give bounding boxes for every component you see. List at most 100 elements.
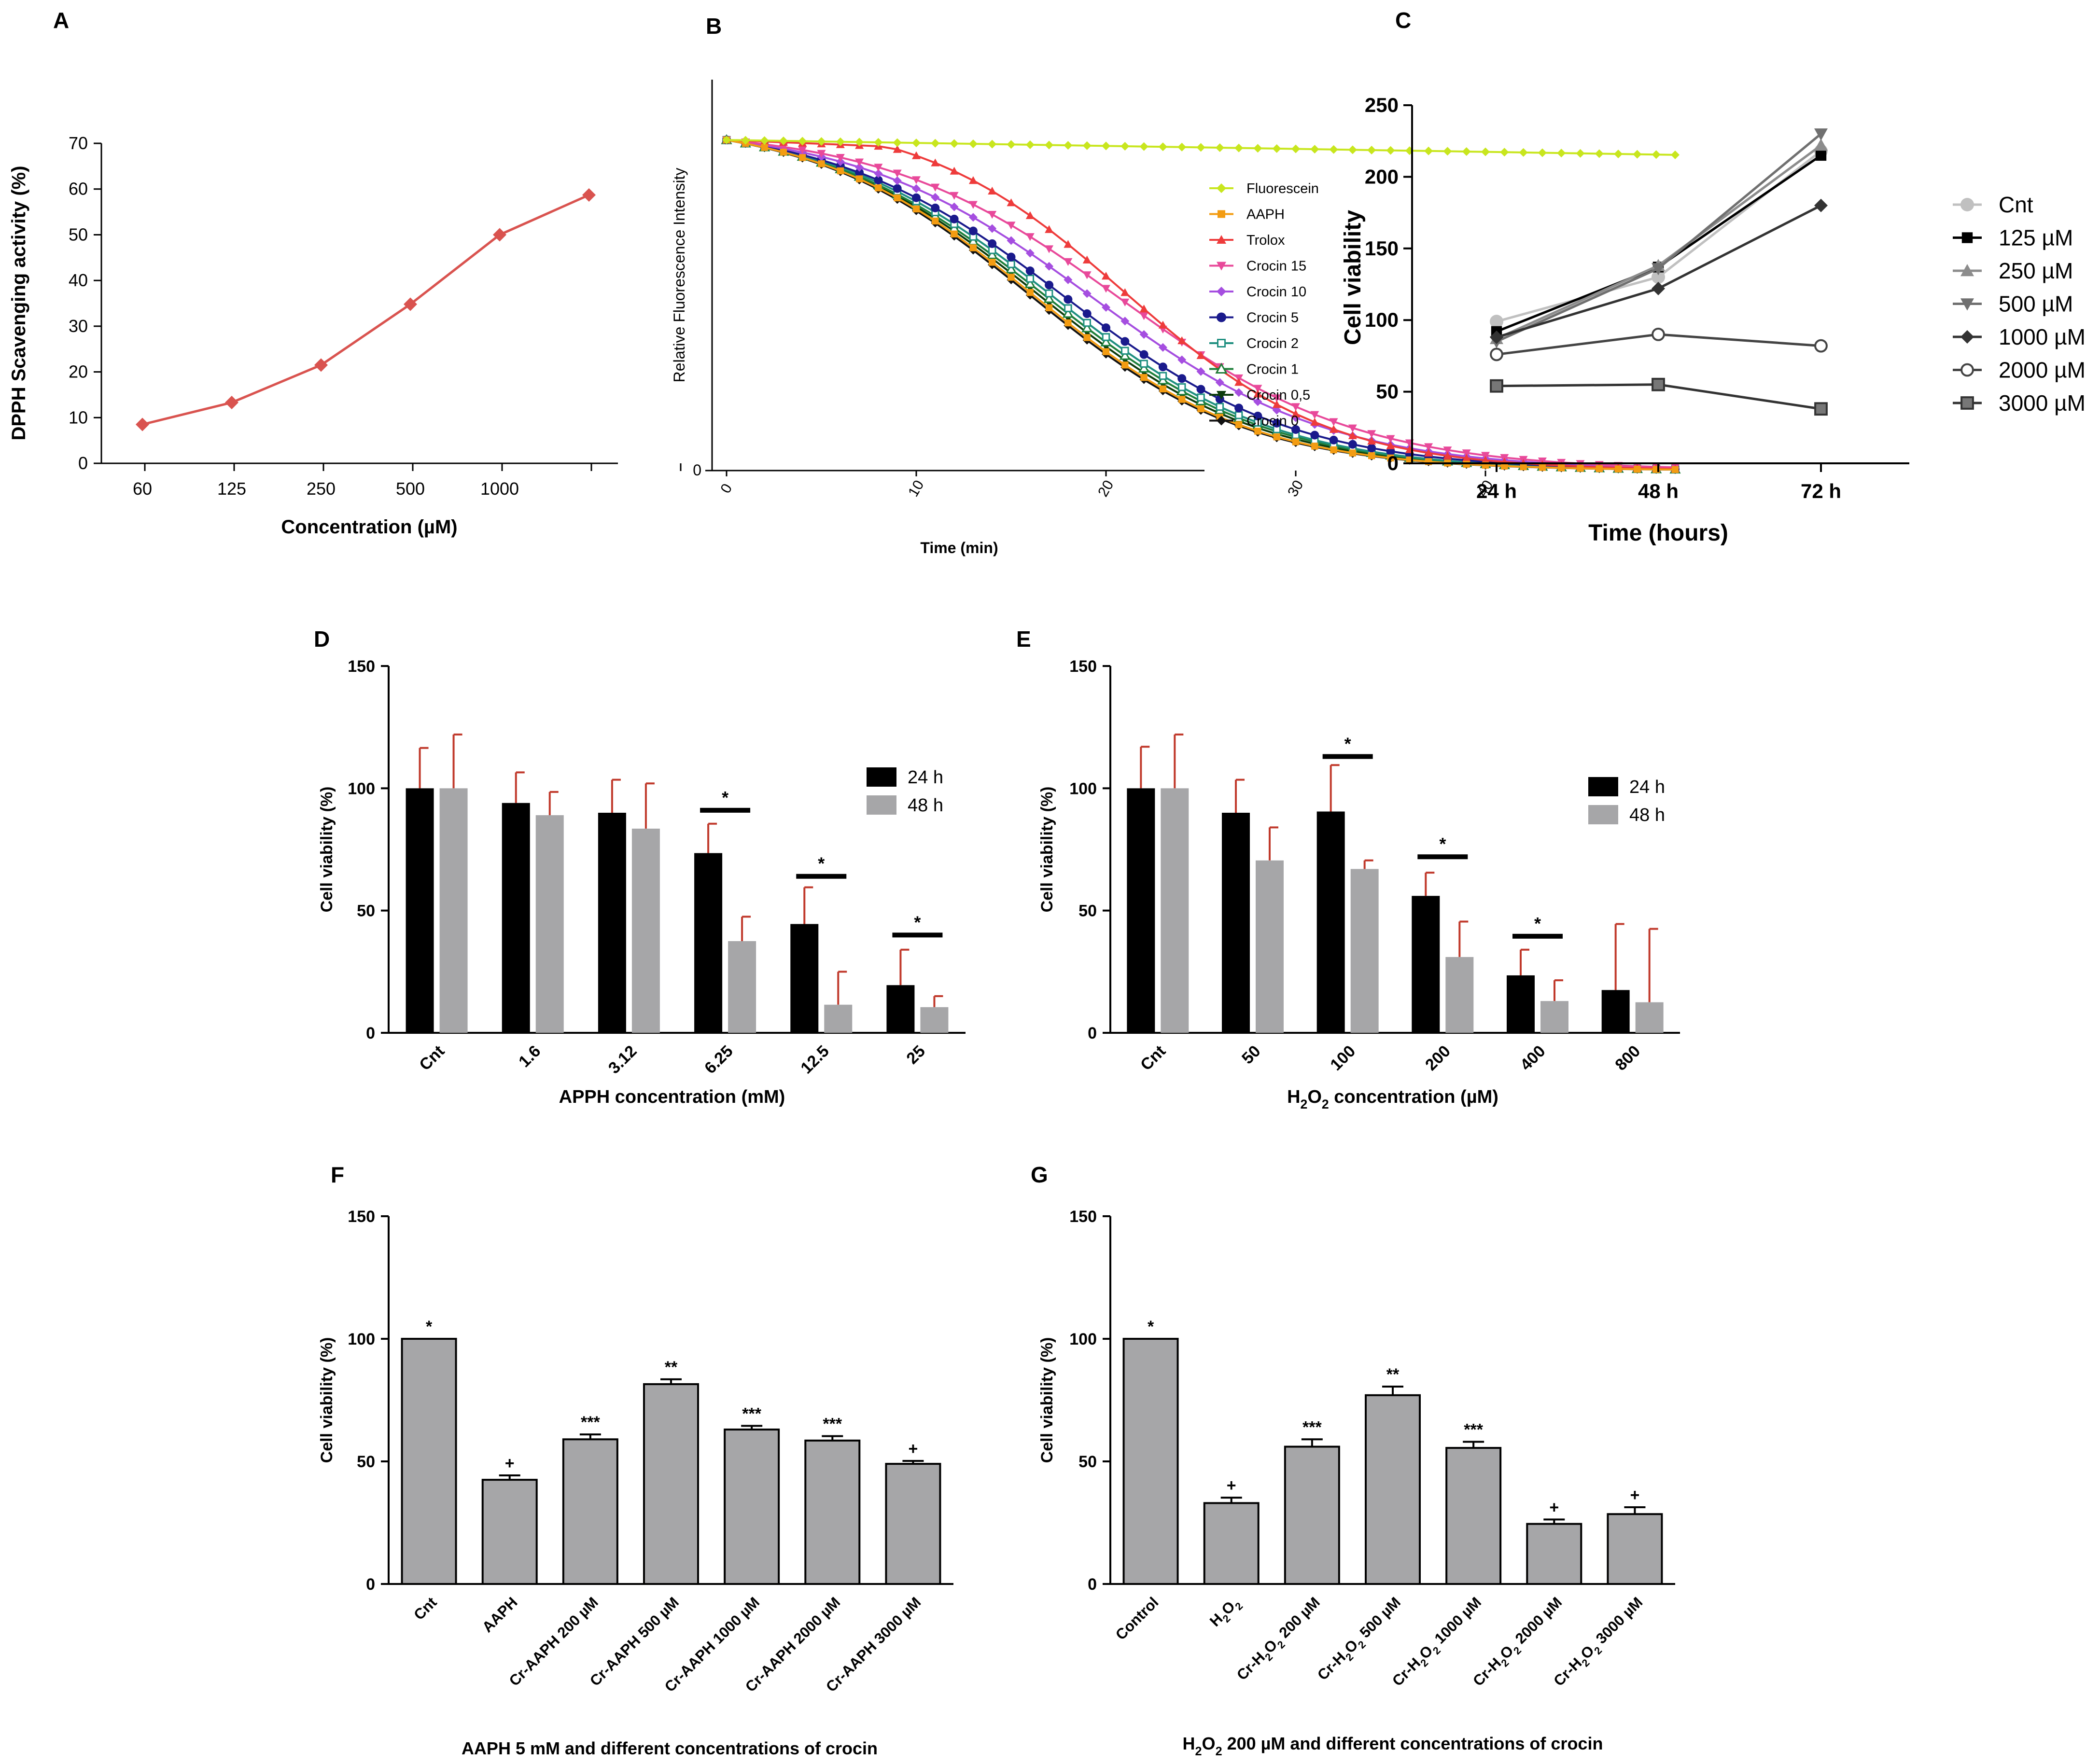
- series-point: [1311, 443, 1318, 450]
- series-line: [726, 139, 1676, 471]
- legend-label: 24 h: [1629, 777, 1665, 797]
- series-point: [932, 217, 939, 225]
- series-point: [1064, 304, 1072, 312]
- series-point: [1462, 449, 1471, 458]
- series-point: [1007, 140, 1016, 149]
- series-point: [874, 176, 883, 185]
- series-line: [726, 139, 1676, 469]
- series-point: [950, 202, 959, 211]
- series-point: [1291, 409, 1300, 417]
- series-point: [1177, 142, 1187, 152]
- x-tick-label: 72 h: [1801, 480, 1841, 502]
- panel-label-F: F: [331, 1162, 344, 1187]
- series-point: [1024, 278, 1036, 288]
- x-tick-label: AAPH: [479, 1594, 521, 1636]
- series-point: [1652, 270, 1665, 284]
- series-point: [1045, 262, 1054, 271]
- series-point: [1652, 377, 1665, 391]
- series-point: [1120, 317, 1130, 326]
- series-point: [1367, 444, 1376, 453]
- series-point: [837, 167, 844, 175]
- legend-marker: [1218, 210, 1225, 218]
- legend-label: 3000 µM: [1999, 390, 2086, 416]
- legend-label: 48 h: [908, 795, 943, 816]
- series-point: [1025, 211, 1035, 219]
- series-point: [968, 139, 978, 149]
- y-tick-label: 20: [69, 362, 88, 382]
- legend-label: 500 µM: [1999, 292, 2073, 317]
- legend-marker: [1960, 198, 1974, 211]
- legend-marker: [1217, 391, 1226, 400]
- series-point: [1007, 260, 1015, 268]
- series-point: [1424, 448, 1433, 457]
- series-line: [1496, 133, 1822, 343]
- series-point: [1121, 347, 1129, 355]
- bar-24h: [1316, 811, 1345, 1033]
- x-tick-label: 0: [717, 481, 735, 496]
- x-tick-label: 250: [307, 479, 336, 499]
- y-tick-label: 0: [366, 1024, 375, 1042]
- panel-label-B: B: [706, 14, 722, 39]
- series-point: [1158, 343, 1167, 352]
- series-point: [1196, 351, 1205, 359]
- bar: [724, 1428, 780, 1585]
- x-tick-label: H2O2: [1206, 1594, 1245, 1632]
- series-point: [912, 151, 921, 159]
- bar-48h: [1635, 1002, 1664, 1033]
- x-axis-title: H2O2 200 µM and different concentrations…: [1183, 1734, 1603, 1758]
- series-point: [1481, 452, 1490, 460]
- bar-24h: [790, 924, 819, 1033]
- series-point: [912, 193, 921, 202]
- series-point: [1234, 378, 1244, 386]
- series-point: [1026, 275, 1035, 283]
- significance-mark: *: [914, 912, 921, 932]
- bar-24h: [694, 853, 723, 1033]
- series-point: [1519, 148, 1528, 157]
- y-tick-label: 0: [1088, 1575, 1097, 1594]
- y-tick-label: 50: [357, 1453, 375, 1471]
- x-tick-label: Cr-H2O2 500 µM: [1314, 1594, 1407, 1686]
- series-point: [951, 230, 958, 238]
- series-point: [1310, 431, 1319, 440]
- series-point: [1596, 465, 1603, 472]
- series-point: [1081, 322, 1093, 333]
- series-point: [1045, 304, 1053, 311]
- series-point: [1139, 330, 1148, 339]
- series-point: [1329, 145, 1338, 154]
- series-point: [1253, 144, 1262, 153]
- dpph-line: [142, 194, 590, 426]
- series-point: [1177, 383, 1186, 391]
- series-point: [1490, 330, 1503, 344]
- series-point: [1539, 464, 1546, 471]
- panel-label-A: A: [53, 8, 69, 33]
- x-tick-label: 1.6: [515, 1042, 544, 1071]
- series-point: [761, 144, 768, 151]
- series-point: [1083, 334, 1091, 341]
- series-point: [969, 244, 977, 251]
- series-point: [1349, 449, 1357, 457]
- series-point: [1083, 319, 1091, 327]
- series-point: [968, 213, 978, 222]
- y-tick-label: 50: [69, 224, 88, 244]
- series-point: [1310, 411, 1319, 419]
- series-point: [968, 176, 978, 184]
- series-point: [950, 139, 959, 148]
- legend-item: Crocin 0,5: [1209, 388, 1310, 403]
- legend-label: Cnt: [1999, 192, 2033, 217]
- series-point: [1139, 142, 1148, 151]
- series-point: [894, 194, 901, 202]
- y-tick-label: 100: [1069, 779, 1097, 798]
- series-point: [1814, 198, 1828, 212]
- series-point: [1102, 141, 1110, 151]
- series-trolox: [722, 136, 1680, 472]
- series-crocin-10: [722, 136, 1680, 472]
- series-point: [968, 201, 978, 209]
- bar-48h: [1256, 860, 1284, 1033]
- x-tick-label: 3.12: [605, 1042, 641, 1078]
- y-axis-title: Cell viability: [1340, 210, 1366, 345]
- series-point: [968, 226, 978, 236]
- bar-24h: [406, 788, 434, 1033]
- series-point: [1234, 403, 1244, 413]
- y-tick-label: 150: [1069, 657, 1097, 676]
